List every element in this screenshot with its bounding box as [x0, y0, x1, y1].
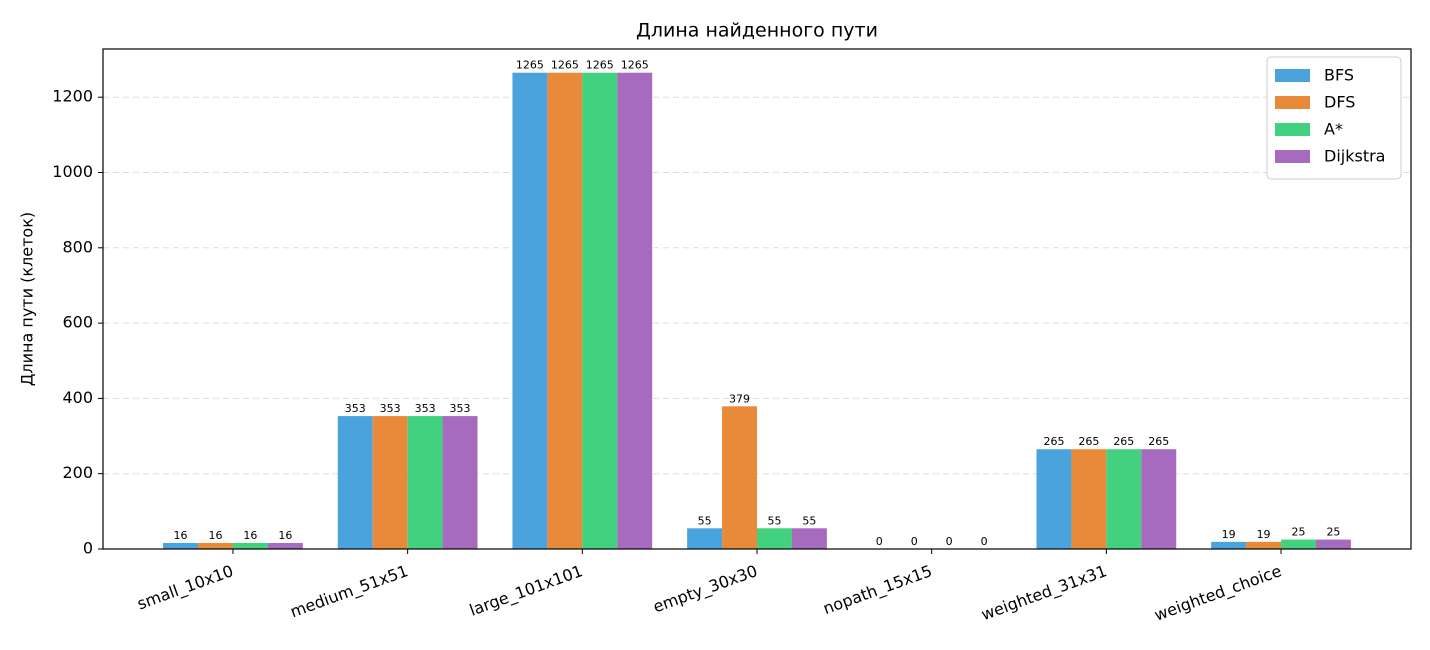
value-label: 265: [1113, 435, 1134, 448]
value-label: 265: [1148, 435, 1169, 448]
legend-swatch: [1275, 69, 1310, 82]
legend-frame: [1266, 56, 1402, 180]
bar: [687, 528, 723, 549]
bar: [1315, 539, 1351, 549]
value-label: 265: [1043, 435, 1064, 448]
bar: [163, 542, 199, 549]
y-tick-label: 800: [62, 237, 93, 256]
x-tick-label: small_10x10: [135, 561, 237, 614]
bar: [757, 528, 792, 549]
bar: [547, 72, 583, 549]
value-label: 0: [876, 535, 883, 548]
bar: [267, 542, 303, 549]
legend: BFS DFS A* Dijkstra: [1266, 56, 1402, 180]
value-label: 0: [911, 535, 918, 548]
value-label: 265: [1078, 435, 1099, 448]
value-label: 16: [278, 529, 292, 542]
bar: [1071, 449, 1107, 549]
y-tick-label: 600: [62, 313, 93, 332]
legend-swatch: [1275, 96, 1310, 109]
value-label: 0: [981, 535, 988, 548]
value-label: 1265: [621, 59, 649, 72]
value-label: 1265: [551, 59, 579, 72]
bar: [1211, 541, 1247, 549]
y-tick-label: 0: [83, 539, 93, 558]
bar: [1141, 449, 1177, 549]
bar: [372, 416, 408, 549]
bar: [582, 72, 618, 549]
bar: [722, 406, 757, 549]
value-label: 379: [729, 392, 750, 405]
x-tick-label: medium_51x51: [288, 561, 411, 622]
bar: [407, 416, 443, 549]
y-tick-label: 1200: [52, 87, 93, 106]
y-tick-label: 200: [62, 463, 93, 482]
value-label: 25: [1326, 526, 1340, 539]
x-tick-label: weighted_31x31: [979, 561, 1110, 625]
y-tick-label: 400: [62, 388, 93, 407]
y-axis-label: Длина пути (клеток): [18, 212, 37, 386]
bar: [617, 72, 653, 549]
legend-label: BFS: [1324, 66, 1354, 85]
value-label: 16: [174, 529, 188, 542]
x-tick-label: large_101x101: [467, 561, 586, 621]
value-label: 0: [946, 535, 953, 548]
bar: [442, 416, 478, 549]
plot-frame: [102, 48, 1412, 550]
x-tick-label: empty_30x30: [650, 561, 760, 617]
value-label: 19: [1257, 528, 1271, 541]
legend-label: Dijkstra: [1324, 147, 1385, 166]
value-label: 1265: [516, 59, 544, 72]
value-label: 353: [345, 402, 366, 415]
bar: [1106, 449, 1142, 549]
value-label: 55: [698, 514, 712, 527]
x-tick-label: weighted_choice: [1152, 561, 1285, 626]
value-label: 25: [1292, 526, 1306, 539]
bar: [1281, 539, 1316, 549]
value-label: 16: [243, 529, 257, 542]
chart-title: Длина найденного пути: [636, 20, 878, 42]
legend-label: A*: [1324, 120, 1343, 139]
value-label: 55: [802, 514, 816, 527]
value-label: 19: [1222, 528, 1236, 541]
value-label: 353: [380, 402, 401, 415]
value-label: 16: [208, 529, 222, 542]
bar: [1246, 541, 1282, 549]
value-label: 1265: [586, 59, 614, 72]
value-label: 55: [767, 514, 781, 527]
value-label: 353: [415, 402, 436, 415]
bar: [198, 542, 233, 549]
x-tick-label: nopath_15x15: [820, 561, 934, 619]
bar: [232, 542, 268, 549]
bar: [337, 416, 373, 549]
value-label: 353: [450, 402, 471, 415]
y-tick-label: 1000: [52, 162, 93, 181]
bar: [512, 72, 548, 549]
bar: [1036, 449, 1072, 549]
bar: [791, 528, 827, 549]
legend-swatch: [1275, 123, 1310, 136]
legend-swatch: [1275, 150, 1310, 163]
legend-label: DFS: [1324, 93, 1355, 112]
